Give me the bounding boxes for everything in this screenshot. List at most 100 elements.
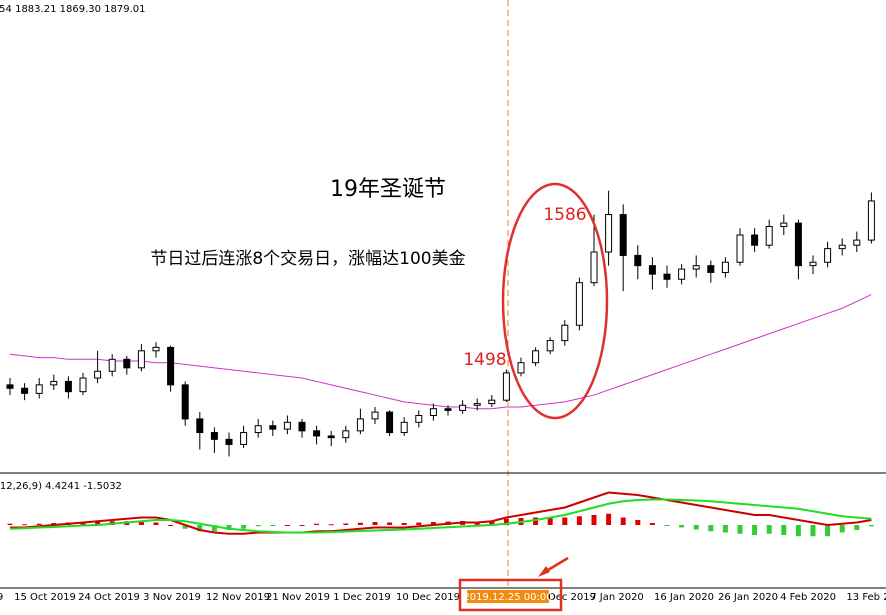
candle-body [663, 273, 671, 280]
candle-body [313, 430, 321, 437]
candle-body [488, 399, 496, 405]
candle-body [736, 234, 744, 263]
time-label: 26 Jan 2020 [718, 592, 778, 603]
macd-bar [7, 523, 13, 525]
candle-body [240, 432, 248, 445]
macd-bar [416, 522, 422, 525]
time-label: 15 Oct 2019 [14, 592, 76, 603]
macd-bar [693, 525, 699, 530]
macd-bar [489, 521, 495, 525]
macd-bar [795, 525, 801, 537]
macd-bar [708, 525, 714, 532]
candle-body [35, 384, 43, 394]
candle-body [298, 421, 306, 432]
macd-bar [328, 524, 334, 526]
macd-bar [138, 521, 144, 525]
time-label: 21 Nov 2019 [266, 592, 330, 603]
macd-bar [284, 525, 290, 526]
macd-bar [781, 525, 787, 535]
macd-bar [854, 525, 860, 530]
time-label: 13 Feb 2 [846, 592, 886, 603]
candle-body [429, 408, 437, 417]
macd-bar [299, 525, 305, 526]
macd-bar [503, 518, 509, 525]
macd-label: (12,26,9) 4.4241 -1.5032 [0, 481, 122, 492]
macd-bar [635, 520, 641, 525]
candle-body [371, 411, 379, 420]
macd-bar [664, 525, 670, 526]
macd-bar [153, 522, 159, 525]
candle-body [225, 438, 233, 445]
candle-body [283, 421, 291, 430]
macd-bar [36, 523, 42, 525]
candle-body [780, 222, 788, 227]
macd-bar [679, 525, 685, 528]
macd-bar [168, 525, 174, 526]
candle-body [634, 254, 642, 267]
candle-body [867, 200, 875, 241]
macd-bar [241, 525, 247, 529]
macd-bar [226, 525, 232, 530]
macd-bar [182, 525, 188, 529]
macd-bar [868, 525, 874, 527]
candle-body [254, 425, 262, 434]
macd-bar [533, 517, 539, 525]
highlight-ellipse [501, 182, 609, 420]
low-label: 1498 [463, 350, 506, 370]
candle-body [386, 411, 394, 434]
candle-body [6, 384, 14, 389]
candle-body [575, 282, 583, 326]
candle-body [181, 384, 189, 420]
macd-bar [839, 525, 845, 533]
candle-body [546, 340, 554, 352]
candle-body [108, 358, 116, 372]
macd-bar [314, 523, 320, 525]
macd-bar [95, 521, 101, 525]
candle-body [459, 404, 467, 411]
macd-bar [255, 525, 261, 527]
macd-bar [752, 525, 758, 535]
candle-body [809, 261, 817, 267]
candle-body [123, 358, 131, 369]
macd-line [10, 491, 872, 535]
high-label: 1586 [543, 205, 586, 225]
cursor-date: 2019.12.25 00:00 [463, 592, 552, 603]
macd-bar [270, 525, 276, 526]
candle-body [269, 425, 277, 430]
macd-bar [430, 522, 436, 525]
candle-body [678, 268, 686, 280]
candle-body [64, 380, 72, 393]
macd-bar [810, 525, 816, 537]
macd-bar [591, 515, 597, 525]
ohlc-header: .54 1883.21 1869.30 1879.01 [0, 4, 146, 15]
macd-bar [562, 517, 568, 525]
macd-bar [547, 517, 553, 525]
moving-average [9, 294, 872, 410]
annotation-title: 19年圣诞节 [330, 177, 446, 202]
time-label: 24 Oct 2019 [78, 592, 140, 603]
candle-body [824, 248, 832, 263]
time-label: 16 Jan 2020 [654, 592, 714, 603]
time-label: 10 Dec 2019 [396, 592, 460, 603]
time-label: 9 [0, 592, 3, 603]
macd-bar [22, 524, 28, 526]
candle-body [327, 435, 335, 439]
candle-body [50, 380, 58, 386]
candle-body [721, 261, 729, 273]
candle-body [444, 408, 452, 411]
macd-bar [211, 525, 217, 532]
macd-line [9, 498, 872, 534]
macd-bar [620, 517, 626, 525]
candle-body [400, 421, 408, 434]
time-label: 1 Dec 2019 [333, 592, 391, 603]
candle-body [648, 265, 656, 275]
candle-body [692, 265, 700, 270]
candle-body [342, 430, 350, 439]
candle-body [137, 350, 145, 369]
macd-bar [606, 513, 612, 525]
macd-bar [649, 523, 655, 525]
candle-body [21, 387, 29, 394]
